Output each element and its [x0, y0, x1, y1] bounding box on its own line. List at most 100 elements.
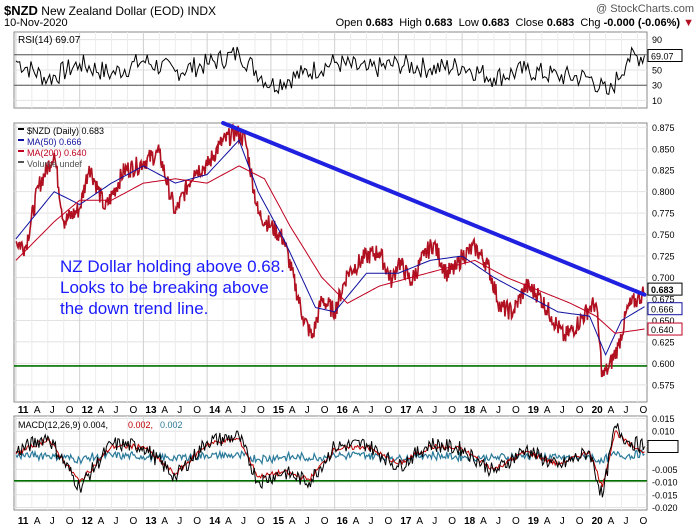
rsi-value-label: 69.07 [651, 52, 674, 62]
x-tick-label: A [161, 516, 168, 527]
x-tick-label: 19 [528, 405, 540, 416]
macd-tick-label: 0.015 [652, 414, 675, 424]
x-tick-label: O [639, 516, 647, 527]
close-label: Close [515, 17, 544, 29]
x-tick-label: O [66, 405, 74, 416]
x-tick-label: J [114, 516, 119, 527]
x-tick-label: O [576, 405, 584, 416]
annotation-text: NZ Dollar holding above 0.68. Looks to b… [60, 257, 285, 318]
x-tick-label: J [496, 405, 501, 416]
x-tick-label: J [369, 405, 374, 416]
x-tick-label: A [225, 405, 232, 416]
ma200-line [15, 165, 645, 334]
legend-entry: $NZD (Daily) 0.683 [27, 126, 104, 136]
x-tick-label: O [129, 516, 137, 527]
x-tick-label: O [448, 516, 456, 527]
x-tick-label: O [448, 405, 456, 416]
chart-title: $NZD New Zealand Dollar (EOD) INDX [4, 3, 216, 18]
x-tick-label: 11 [18, 405, 29, 416]
rsi-title: RSI(14) 69.07 [18, 35, 81, 46]
x-tick-label: A [353, 405, 360, 416]
x-tick-label: 16 [337, 405, 349, 416]
legend-entry: Volume undef [27, 159, 83, 169]
price-tick-label: 0.625 [652, 337, 675, 347]
x-tick-label: 15 [273, 516, 285, 527]
price-tick-label: 0.750 [652, 230, 675, 240]
price-tick-label: 0.600 [652, 359, 675, 369]
price-tick-label: 0.650 [652, 316, 675, 326]
price-tick-label: 0.775 [652, 209, 675, 219]
exchange: INDX [187, 4, 217, 18]
x-tick-label: O [257, 405, 265, 416]
x-tick-label: 14 [209, 405, 221, 416]
x-tick-label: O [512, 405, 520, 416]
down-arrow-icon: ▼ [683, 17, 694, 29]
x-tick-label: O [384, 405, 392, 416]
x-tick-label: O [66, 516, 74, 527]
x-tick-label: A [608, 516, 615, 527]
price-tick-label: 0.875 [652, 123, 675, 133]
x-tick-label: O [639, 405, 647, 416]
open-label: Open [335, 17, 363, 29]
x-tick-label: J [241, 516, 246, 527]
ma50-line [15, 139, 645, 357]
x-tick-label: J [432, 516, 437, 527]
legend-entry: MA(200) 0.640 [27, 148, 87, 158]
macd-tick-label: -0.015 [652, 490, 678, 500]
low-value: 0.683 [481, 17, 510, 29]
open-value: 0.683 [365, 17, 394, 29]
price-tick-label: 0.700 [652, 273, 675, 283]
rsi-tick-label: 90 [652, 35, 662, 45]
x-tick-label: J [177, 516, 182, 527]
x-tick-label: 18 [464, 516, 476, 527]
trendline [221, 121, 647, 297]
legend-swatch [18, 128, 24, 130]
price-tick-label: 0.725 [652, 252, 675, 262]
x-tick-label: O [512, 516, 520, 527]
macd-legend: MACD(12,26,9) 0.004, [18, 420, 108, 430]
x-tick-label: A [225, 516, 232, 527]
x-tick-label: 18 [464, 405, 476, 416]
legend-swatch [18, 139, 24, 141]
low-label: Low [458, 17, 479, 29]
x-tick-label: J [560, 516, 565, 527]
x-tick-label: A [544, 516, 551, 527]
x-tick-label: 17 [400, 516, 412, 527]
close-value: 0.683 [546, 17, 575, 29]
x-tick-label: J [560, 405, 565, 416]
x-tick-label: A [34, 405, 41, 416]
symbol: $NZD [4, 3, 38, 18]
x-tick-label: A [608, 405, 615, 416]
price-value-label: 0.683 [651, 285, 674, 295]
x-tick-label: O [193, 516, 201, 527]
x-tick-label: J [177, 405, 182, 416]
price-value-label: 0.666 [651, 305, 674, 315]
x-tick-label: J [624, 405, 629, 416]
hist-legend: 0.002 [160, 420, 183, 430]
x-tick-label: 19 [528, 516, 540, 527]
price-tick-label: 0.675 [652, 294, 675, 304]
signal-legend: 0.002, [128, 420, 153, 430]
rsi-tick-label: 50 [652, 66, 662, 76]
price-tick-label: 0.800 [652, 187, 675, 197]
chart-date: 10-Nov-2020 [4, 17, 68, 29]
x-tick-label: O [129, 405, 137, 416]
x-tick-label: 13 [145, 516, 157, 527]
x-tick-label: 15 [273, 405, 285, 416]
x-tick-label: A [353, 516, 360, 527]
x-tick-label: O [193, 405, 201, 416]
rsi-value-box [647, 49, 683, 63]
macd-tick-label: 0.010 [652, 427, 675, 437]
price-tick-label: 0.575 [652, 380, 675, 390]
x-tick-label: O [384, 516, 392, 527]
x-tick-label: A [416, 405, 423, 416]
x-tick-label: A [289, 516, 296, 527]
x-tick-label: 12 [82, 405, 94, 416]
x-tick-label: A [289, 405, 296, 416]
x-tick-label: 14 [209, 516, 221, 527]
legend-swatch [18, 161, 24, 163]
x-tick-label: O [321, 405, 329, 416]
x-tick-label: A [98, 405, 105, 416]
macd-tick-label: -0.010 [652, 478, 678, 488]
rsi-tick-label: 10 [652, 96, 662, 106]
